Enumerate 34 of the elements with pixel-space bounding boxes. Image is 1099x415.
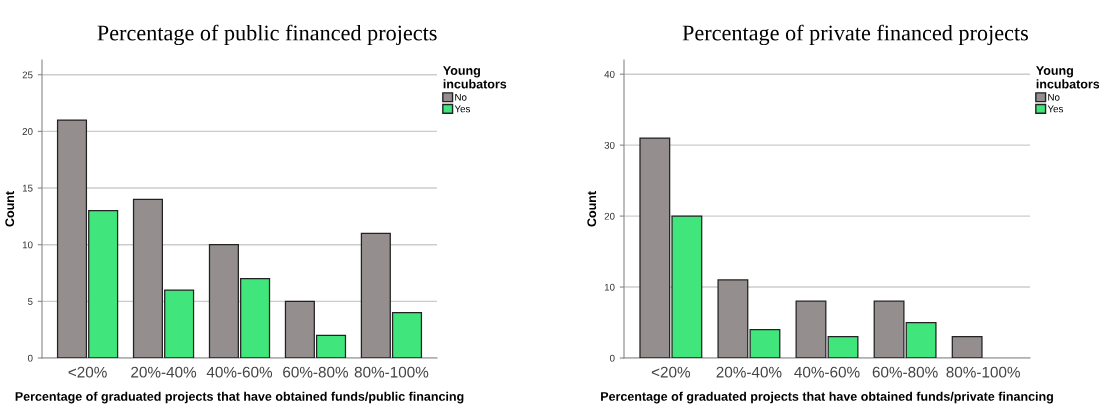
y-tick-label: 15 [22, 184, 33, 192]
y-tick-label: 25 [22, 71, 33, 79]
y-axis-title: Count [587, 191, 597, 227]
y-axis-title: Count [5, 191, 15, 227]
x-tick-label: 60%-80% [283, 366, 349, 378]
legend-title: Young incubators [1036, 66, 1099, 89]
x-tick-label: 40%-60% [206, 366, 273, 378]
chart-title: Percentage of public financed projects [97, 24, 437, 46]
x-tick-label: <20% [68, 366, 107, 378]
legend-title: Young incubators [443, 66, 507, 89]
x-tick-label: <20% [651, 366, 691, 378]
y-tick-label: 0 [27, 354, 33, 362]
x-tick-label: 60%-80% [872, 366, 938, 378]
x-tick-label: 40%-60% [794, 366, 860, 378]
x-tick-label: 80%-100% [354, 366, 429, 378]
y-tick-label: 20 [604, 212, 615, 220]
bar [827, 336, 859, 358]
x-tick-label: 80%-100% [946, 366, 1020, 378]
y-tick-label: 5 [27, 298, 33, 305]
legend-label: Yes [1047, 105, 1064, 113]
chart-title: Percentage of private financed projects [682, 24, 1028, 46]
y-tick-label: 0 [609, 354, 615, 362]
legend-label: Yes [454, 105, 471, 113]
x-tick-label: 20%-40% [716, 366, 782, 378]
x-axis-title: Percentage of graduated projects that have obtained funds/public financing [15, 391, 464, 404]
y-tick-label: 40 [604, 70, 615, 78]
legend-label: No [1048, 93, 1060, 101]
legend-label: No [455, 93, 467, 101]
y-tick-label: 10 [22, 241, 33, 249]
y-tick-label: 30 [604, 141, 615, 149]
y-tick-label: 20 [22, 128, 33, 135]
y-tick-label: 10 [604, 283, 615, 291]
x-tick-label: 20%-40% [131, 366, 197, 378]
x-axis-title: Percentage of graduated projects that have obtained funds/private financing [601, 391, 1053, 404]
